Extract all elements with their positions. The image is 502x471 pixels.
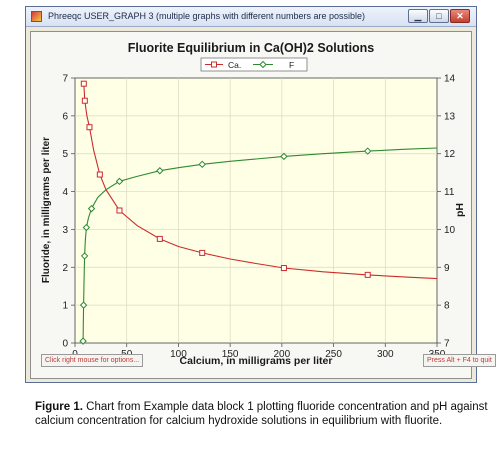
data-point-f	[363, 147, 372, 155]
data-point-ca	[199, 249, 206, 256]
data-point-ca	[156, 235, 163, 242]
data-point-f	[80, 252, 89, 260]
data-point-ca	[280, 265, 287, 272]
x-tick-label: 250	[325, 349, 342, 360]
data-point-f	[82, 223, 91, 232]
x-tick-label: 100	[170, 349, 187, 360]
legend-ca-marker	[211, 61, 217, 68]
app-icon	[31, 11, 42, 22]
data-point-ca	[86, 124, 93, 131]
data-point-f	[156, 167, 164, 175]
y-tick-label: 6	[62, 111, 68, 122]
status-hint-left: Click right mouse for options...	[41, 354, 144, 367]
y2-tick-label: 10	[444, 225, 456, 236]
x-tick-label: 150	[222, 349, 239, 360]
x-tick-label: 300	[377, 349, 394, 360]
y-tick-label: 1	[62, 301, 68, 312]
data-point-ca	[80, 80, 87, 87]
maximize-button[interactable]: □	[429, 9, 449, 23]
y-tick-label: 0	[62, 339, 68, 350]
y2-tick-label: 8	[444, 301, 450, 312]
figure-label: Figure 1.	[35, 401, 83, 413]
minimize-button[interactable]: ▁	[408, 9, 428, 23]
data-point-f	[79, 301, 88, 309]
status-hint-right: Press Alt + F4 to quit	[423, 354, 496, 367]
x-tick-label: 200	[274, 349, 291, 360]
y2-tick-label: 14	[444, 74, 456, 85]
y-axis-label: Fluoride, in milligrams per liter	[41, 137, 52, 283]
window-title: Phreeqc USER_GRAPH 3 (multiple graphs wi…	[48, 11, 365, 21]
data-point-ca	[364, 271, 371, 278]
y2-tick-label: 13	[444, 111, 456, 122]
figure-text: Chart from Example data block 1 plotting…	[35, 401, 488, 427]
y-tick-label: 7	[62, 74, 68, 85]
data-point-ca	[81, 97, 88, 104]
plot-area	[74, 77, 438, 344]
chart-svg: Fluorite Equilibrium in Ca(OH)2 Solution…	[41, 41, 466, 367]
y2-tick-label: 12	[444, 149, 456, 160]
data-point-ca	[116, 207, 123, 214]
y2-axis-ticks: 7 8 9 10 11 12 13 14	[437, 74, 456, 350]
graph-window: Phreeqc USER_GRAPH 3 (multiple graphs wi…	[25, 6, 496, 383]
y2-axis-label: pH	[454, 203, 466, 217]
legend-ca-label: Ca.	[228, 60, 241, 70]
grid	[75, 78, 437, 343]
y2-tick-label: 9	[444, 263, 450, 274]
y2-tick-label: 11	[444, 187, 455, 198]
legend: Ca. F	[200, 57, 308, 72]
x-axis-label: Calcium, in milligrams per liter	[180, 355, 333, 367]
data-point-f	[280, 152, 288, 161]
data-point-f	[87, 204, 96, 213]
series-layer	[79, 80, 438, 345]
data-point-f	[115, 177, 124, 186]
y-tick-label: 4	[62, 187, 68, 198]
y-tick-label: 2	[62, 263, 68, 274]
close-button[interactable]: ✕	[450, 9, 470, 23]
y-tick-label: 5	[62, 149, 68, 160]
legend-f-label: F	[289, 60, 294, 70]
figure-caption: Figure 1. Chart from Example data block …	[35, 400, 490, 428]
title-bar[interactable]: Phreeqc USER_GRAPH 3 (multiple graphs wi…	[26, 7, 476, 27]
chart-title: Fluorite Equilibrium in Ca(OH)2 Solution…	[128, 41, 375, 55]
data-point-ca	[96, 171, 103, 178]
legend-f-marker	[259, 60, 267, 69]
y-axis-ticks: 0 1 2 3 4 5 6 7	[62, 74, 75, 350]
data-point-f	[198, 160, 206, 169]
data-point-f	[79, 337, 87, 345]
chart-area[interactable]: Fluorite Equilibrium in Ca(OH)2 Solution…	[30, 31, 472, 379]
y2-tick-label: 7	[444, 339, 450, 350]
y-tick-label: 3	[62, 225, 68, 236]
